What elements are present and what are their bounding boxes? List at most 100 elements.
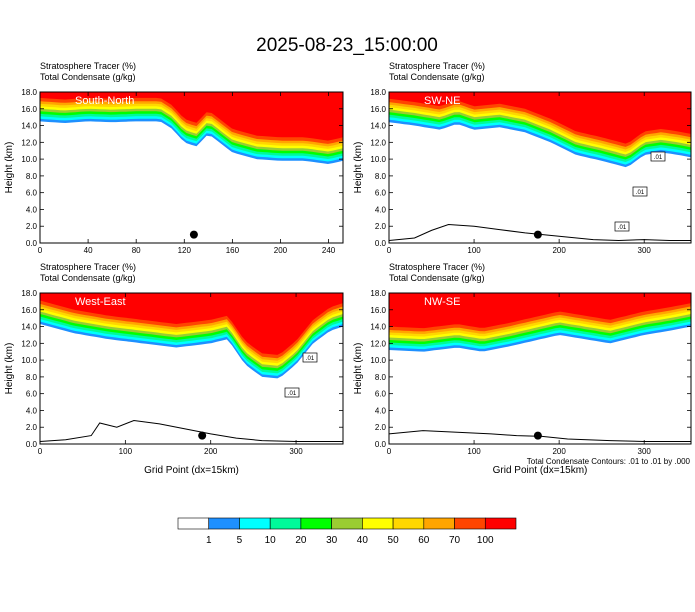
x-tick-label: 200 — [204, 447, 218, 456]
colorbar-bin — [177, 517, 210, 530]
y-tick-label: 6.0 — [375, 390, 387, 399]
colorbar-bin — [362, 517, 394, 530]
y-tick-label: 10.0 — [21, 155, 37, 164]
contour-label-box — [284, 387, 300, 398]
contour-label-box — [614, 221, 630, 232]
panel-subtitle: Total Condensate (g/kg) — [40, 273, 136, 283]
x-tick-label: 120 — [178, 246, 192, 255]
location-marker — [189, 230, 198, 239]
plot-area — [389, 293, 691, 442]
y-tick-label: 18.0 — [370, 289, 386, 298]
y-tick-label: 8.0 — [26, 373, 38, 382]
colorbar-label: 5 — [237, 535, 243, 546]
y-tick-label: 0.0 — [375, 239, 387, 248]
colorbar-bin — [392, 517, 425, 530]
colorbar-bin — [423, 517, 455, 530]
tracer-band-10 — [40, 92, 343, 141]
y-tick-label: 6.0 — [26, 189, 38, 198]
contour-footnote: Total Condensate Contours: .01 to .01 by… — [527, 457, 691, 466]
colorbar-bin — [269, 517, 302, 530]
colorbar-label: 100 — [477, 535, 494, 546]
x-tick-label: 300 — [638, 246, 652, 255]
x-tick-label: 100 — [467, 447, 481, 456]
contour-label: .01 — [618, 225, 627, 231]
contour-label-box — [650, 151, 666, 162]
panel-label: West-East — [75, 296, 126, 308]
x-tick-label: 240 — [322, 246, 336, 255]
colorbar-bin — [300, 517, 332, 530]
x-tick-label: 160 — [226, 246, 240, 255]
contour-label: .01 — [636, 190, 645, 196]
contour-label: .01 — [288, 391, 297, 397]
colorbar-label: 1 — [206, 535, 212, 546]
tracer-band-10 — [389, 293, 691, 329]
panel-south-north: 0.0 2.0 4.0 6.0 8.0 10.0 12.0 14.0 16.0 18.0 0 40 80… — [4, 61, 344, 255]
location-marker — [533, 230, 542, 239]
y-tick-label: 8.0 — [26, 172, 38, 181]
panel-subtitle: Stratosphere Tracer (%) — [40, 262, 136, 272]
contour-label: .01 — [306, 356, 315, 362]
y-tick-label: 18.0 — [21, 88, 37, 97]
colorbar-label: 50 — [388, 535, 400, 546]
colorbar-label: 10 — [265, 535, 277, 546]
y-tick-label: 16.0 — [21, 306, 37, 315]
plot-area — [40, 293, 343, 442]
y-tick-label: 16.0 — [370, 306, 386, 315]
location-marker — [533, 431, 542, 440]
y-tick-label: 2.0 — [26, 423, 38, 432]
panel-nw-se: 0.0 2.0 4.0 6.0 8.0 10.0 12.0 14.0 16.0 18.0 0 100 2… — [353, 262, 692, 476]
plot-frame — [39, 292, 344, 445]
panel-west-east: 0.0 2.0 4.0 6.0 8.0 10.0 12.0 14.0 16.0 18.0 0 100 2… — [4, 262, 344, 476]
y-tick-label: 12.0 — [370, 339, 386, 348]
terrain-line — [389, 430, 691, 442]
y-tick-label: 18.0 — [21, 289, 37, 298]
plot-area — [40, 92, 343, 164]
panel-subtitle: Total Condensate (g/kg) — [40, 72, 136, 82]
panel-sw-ne: 0.0 2.0 4.0 6.0 8.0 10.0 12.0 14.0 16.0 18.0 0 100 2… — [353, 61, 692, 255]
colorbar: 1 5 10 20 30 40 50 60 70 100 — [177, 517, 517, 546]
x-tick-label: 80 — [132, 246, 141, 255]
x-tick-label: 200 — [552, 447, 566, 456]
y-tick-label: 4.0 — [26, 406, 38, 415]
colorbar-bin — [484, 517, 517, 530]
y-tick-label: 16.0 — [370, 105, 386, 114]
y-tick-label: 14.0 — [370, 323, 386, 332]
y-tick-label: 4.0 — [26, 205, 38, 214]
location-marker — [198, 431, 207, 440]
y-tick-label: 10.0 — [370, 356, 386, 365]
plot-frame — [39, 91, 344, 244]
y-tick-label: 12.0 — [21, 339, 37, 348]
plot-frame — [388, 91, 692, 244]
y-tick-label: 8.0 — [375, 172, 387, 181]
x-tick-label: 200 — [552, 246, 566, 255]
y-tick-label: 0.0 — [375, 440, 387, 449]
colorbar-label: 40 — [357, 535, 369, 546]
panels: 0.0 2.0 4.0 6.0 8.0 10.0 12.0 14.0 16.0 18.0 0 40 80… — [4, 61, 692, 476]
tracer-band-10 — [389, 92, 691, 144]
panel-subtitle: Stratosphere Tracer (%) — [389, 262, 485, 272]
panel-label: South-North — [75, 95, 134, 107]
x-axis-label: Grid Point (dx=15km) — [493, 465, 588, 476]
y-tick-label: 14.0 — [21, 122, 37, 131]
figure-title: 2025-08-23_15:00:00 — [256, 35, 438, 56]
y-tick-label: 0.0 — [26, 239, 38, 248]
y-tick-label: 6.0 — [375, 189, 387, 198]
colorbar-bin — [208, 517, 240, 530]
plot-area — [389, 92, 691, 242]
y-tick-label: 12.0 — [370, 138, 386, 147]
panel-label: NW-SE — [424, 296, 460, 308]
contour-label: .01 — [654, 155, 663, 161]
y-tick-label: 8.0 — [375, 373, 387, 382]
y-tick-label: 2.0 — [375, 423, 387, 432]
y-tick-label: 10.0 — [370, 155, 386, 164]
y-axis-label: Height (km) — [353, 343, 364, 395]
colorbar-label: 60 — [418, 535, 430, 546]
x-tick-label: 0 — [387, 246, 392, 255]
x-axis-label: Grid Point (dx=15km) — [144, 465, 239, 476]
contour-label-box — [632, 186, 648, 197]
y-tick-label: 12.0 — [21, 138, 37, 147]
plot-frame — [388, 292, 692, 445]
panel-subtitle: Stratosphere Tracer (%) — [40, 61, 136, 71]
x-tick-label: 0 — [387, 447, 392, 456]
